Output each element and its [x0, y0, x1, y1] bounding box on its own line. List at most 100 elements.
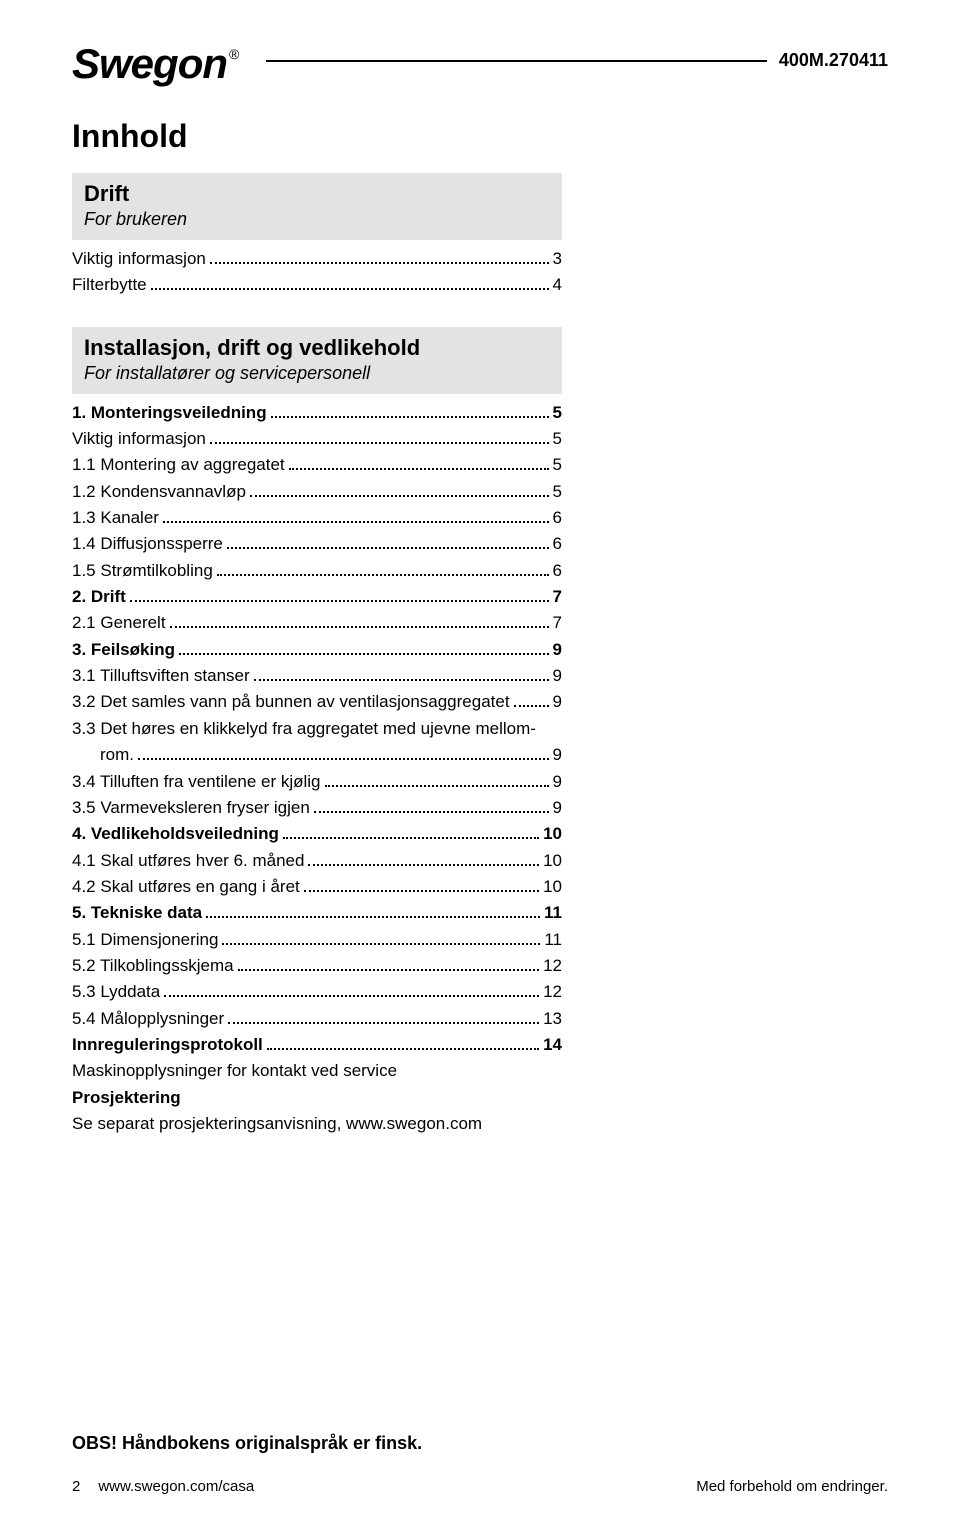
toc-dots: [308, 864, 539, 866]
toc-dots: [228, 1022, 539, 1024]
toc-dots: [304, 890, 539, 892]
toc-dots: [271, 416, 549, 418]
toc-page: 10: [543, 848, 562, 874]
toc-dots: [164, 995, 539, 997]
toc-label: 3.2 Det samles vann på bunnen av ventila…: [72, 689, 510, 715]
toc-page: 5: [553, 400, 562, 426]
toc-line: 2.1 Generelt 7: [72, 610, 562, 636]
toc-dots: [179, 653, 549, 655]
toc-line: 3.2 Det samles vann på bunnen av ventila…: [72, 689, 562, 715]
toc-page: 10: [543, 874, 562, 900]
toc-line: 3.4 Tilluften fra ventilene er kjølig9: [72, 769, 562, 795]
footer-note: OBS! Håndbokens originalspråk er finsk.: [72, 1433, 888, 1454]
toc-label: 2. Drift: [72, 584, 126, 610]
toc-dots: [163, 521, 549, 523]
section-box-title: Installasjon, drift og vedlikehold: [84, 335, 550, 361]
toc-line: 3.1 Tilluftsviften stanser9: [72, 663, 562, 689]
toc-page: 9: [553, 637, 562, 663]
section-box-subtitle: For brukeren: [84, 209, 550, 230]
toc-label: 5.1 Dimensjonering: [72, 927, 218, 953]
toc-page: 13: [543, 1006, 562, 1032]
toc-page: 9: [553, 663, 562, 689]
toc-dots: [514, 705, 549, 707]
toc-line: 5.4 Målopplysninger 13: [72, 1006, 562, 1032]
toc-line: 3.3 Det høres en klikkelyd fra aggregate…: [72, 716, 562, 742]
toc-label: 5.3 Lyddata: [72, 979, 160, 1005]
toc-label: 3.4 Tilluften fra ventilene er kjølig: [72, 769, 321, 795]
toc-page: 5: [553, 479, 562, 505]
toc-label: Viktig informasjon: [72, 426, 206, 452]
toc-line: 3. Feilsøking 9: [72, 637, 562, 663]
toc-line: 3.5 Varmeveksleren fryser igjen9: [72, 795, 562, 821]
toc-line: rom. 9: [72, 742, 562, 768]
toc-dots: [210, 262, 549, 264]
toc-page: 12: [543, 979, 562, 1005]
toc-dots: [283, 837, 539, 839]
document-code: 400M.270411: [779, 50, 888, 71]
toc-label: 4. Vedlikeholdsveiledning: [72, 821, 279, 847]
toc-line: 5. Tekniske data11: [72, 900, 562, 926]
header-rule: [266, 60, 767, 62]
page-footer: OBS! Håndbokens originalspråk er finsk. …: [0, 1433, 960, 1495]
section-box-title: Drift: [84, 181, 550, 207]
toc-label: 4.2 Skal utføres en gang i året: [72, 874, 300, 900]
content-column: Innhold DriftFor brukeren Viktig informas…: [72, 118, 562, 1137]
toc-line: 5.3 Lyddata 12: [72, 979, 562, 1005]
toc-page: 6: [553, 531, 562, 557]
section-box: Installasjon, drift og vedlikeholdFor in…: [72, 327, 562, 394]
footer-url: www.swegon.com/casa: [98, 1478, 254, 1495]
trailing-line: Se separat prosjekteringsanvisning, www.…: [72, 1111, 562, 1137]
toc-line: 1.5 Strømtilkobling6: [72, 558, 562, 584]
toc-line: 2. Drift7: [72, 584, 562, 610]
toc-label: 3. Feilsøking: [72, 637, 175, 663]
toc-line: 4. Vedlikeholdsveiledning 10: [72, 821, 562, 847]
trailing-line: Maskinopplysninger for kontakt ved servi…: [72, 1058, 562, 1084]
toc-dots: [222, 943, 540, 945]
toc-dots: [289, 468, 549, 470]
toc-label: 1.1 Montering av aggregatet: [72, 452, 285, 478]
section-box: DriftFor brukeren: [72, 173, 562, 240]
footer-right-text: Med forbehold om endringer.: [696, 1478, 888, 1495]
toc-dots: [210, 442, 549, 444]
toc-page: 5: [553, 426, 562, 452]
toc-line: 1.3 Kanaler 6: [72, 505, 562, 531]
toc-page: 6: [553, 505, 562, 531]
toc-page: 9: [553, 689, 562, 715]
toc-page: 11: [544, 900, 562, 926]
footer-page-number: 2: [72, 1478, 80, 1495]
toc-line: 1. Monteringsveiledning5: [72, 400, 562, 426]
toc-page: 12: [543, 953, 562, 979]
toc-page: 5: [553, 452, 562, 478]
logo: Swegon®: [72, 40, 236, 88]
toc-line: 1.4 Diffusjonssperre 6: [72, 531, 562, 557]
toc-line: 1.1 Montering av aggregatet 5: [72, 452, 562, 478]
toc-label: 5.4 Målopplysninger: [72, 1006, 224, 1032]
toc-label: 2.1 Generelt: [72, 610, 166, 636]
toc-line: Innreguleringsprotokoll14: [72, 1032, 562, 1058]
toc-page: 3: [553, 246, 562, 272]
toc-page: 10: [543, 821, 562, 847]
toc-dots: [238, 969, 540, 971]
logo-text: Swegon®: [72, 40, 236, 88]
page-title: Innhold: [72, 118, 562, 155]
toc-dots: [325, 785, 549, 787]
toc-label: 1.3 Kanaler: [72, 505, 159, 531]
toc-dots: [130, 600, 549, 602]
toc-dots: [250, 495, 549, 497]
toc-page: 6: [553, 558, 562, 584]
toc-line: 5.2 Tilkoblingsskjema 12: [72, 953, 562, 979]
toc-page: 4: [553, 272, 562, 298]
toc-dots: [254, 679, 549, 681]
toc-label: 1.4 Diffusjonssperre: [72, 531, 223, 557]
toc-group: Viktig informasjon3Filterbytte4: [72, 246, 562, 299]
toc-label: rom.: [72, 742, 134, 768]
logo-registered: ®: [229, 46, 238, 62]
toc-label: Filterbytte: [72, 272, 147, 298]
toc-page: 9: [553, 742, 562, 768]
toc-label: 5.2 Tilkoblingsskjema: [72, 953, 234, 979]
toc-page: 7: [553, 610, 562, 636]
toc-label: Innreguleringsprotokoll: [72, 1032, 263, 1058]
toc-dots: [227, 547, 549, 549]
trailing-line: Prosjektering: [72, 1085, 562, 1111]
toc-line: Viktig informasjon 5: [72, 426, 562, 452]
